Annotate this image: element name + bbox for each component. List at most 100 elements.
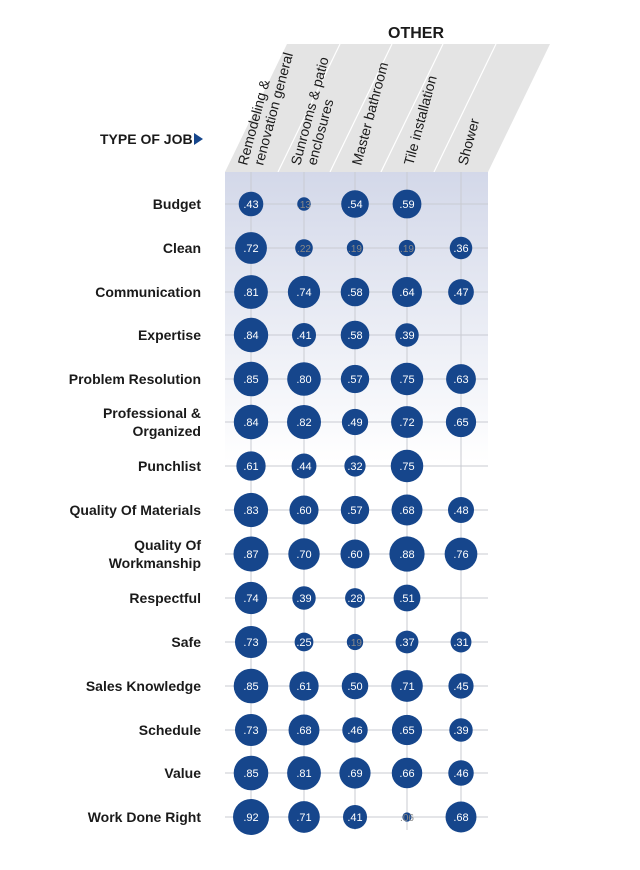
bubble xyxy=(449,236,473,260)
bubble xyxy=(391,670,423,702)
bubble xyxy=(233,755,269,791)
type-of-job-label-group: TYPE OF JOB xyxy=(100,131,203,147)
bubble xyxy=(448,279,474,305)
bubble xyxy=(445,406,477,438)
bubble-value: .50 xyxy=(347,681,362,693)
row-label: Communication xyxy=(95,284,201,300)
bubble xyxy=(340,320,370,350)
bubble-value: .73 xyxy=(243,725,258,737)
bubble-value: .57 xyxy=(347,505,362,517)
bubble-value: .69 xyxy=(347,768,362,780)
bubble-value: .39 xyxy=(399,330,414,342)
header-divider xyxy=(329,43,393,173)
header-divider xyxy=(380,43,444,173)
bubble-value: .87 xyxy=(243,549,258,561)
row-label: Respectful xyxy=(129,590,201,606)
bubble xyxy=(233,799,269,835)
bubble-value: .25 xyxy=(296,637,311,649)
row-labels: Budget Clean Communication Expertise Problem… xyxy=(69,196,202,825)
row-label: Punchlist xyxy=(138,458,201,474)
bubble xyxy=(233,492,269,528)
bubble-value: .58 xyxy=(347,287,362,299)
bubble-value: .75 xyxy=(399,374,414,386)
bubble xyxy=(287,275,321,309)
bubble-value: .58 xyxy=(347,330,362,342)
bubble-value: .32 xyxy=(347,461,362,473)
bubble xyxy=(234,275,268,309)
bubble xyxy=(447,496,475,524)
bubble-value: .68 xyxy=(296,725,311,737)
bubble-value: .72 xyxy=(243,243,258,255)
bubble xyxy=(233,361,269,397)
right-arrow-icon xyxy=(194,133,203,145)
bubble xyxy=(288,538,320,570)
bubble xyxy=(398,239,416,257)
bubble-value: .73 xyxy=(243,637,258,649)
bubble xyxy=(292,586,316,610)
bubble-value: .65 xyxy=(399,725,414,737)
row-label: Work Done Right xyxy=(88,809,202,825)
row-label: Expertise xyxy=(138,327,201,343)
bubble xyxy=(342,804,368,830)
bubble xyxy=(449,718,473,742)
bubble-value: .64 xyxy=(399,287,414,299)
bubble xyxy=(446,364,476,394)
bubble xyxy=(392,189,422,219)
group-label: OTHER xyxy=(388,25,444,42)
bubble-value: .63 xyxy=(453,374,468,386)
bubble-value: .59 xyxy=(399,199,414,211)
bubble-value: .31 xyxy=(453,637,468,649)
bubble-value: .37 xyxy=(399,637,414,649)
bubble xyxy=(339,757,371,789)
bubble-value: .72 xyxy=(399,417,414,429)
bubble xyxy=(395,323,419,347)
bubble xyxy=(287,405,321,439)
bubble-value: .06 xyxy=(400,813,414,824)
bubble-value: .74 xyxy=(243,593,258,605)
bubble-value: .85 xyxy=(243,374,258,386)
bubble-value: .60 xyxy=(347,549,362,561)
bubble xyxy=(444,537,478,571)
bubble-value: .48 xyxy=(453,505,468,517)
bubble xyxy=(291,453,317,479)
bubble-value: .54 xyxy=(347,199,362,211)
bubble xyxy=(233,404,269,440)
bubble-value: .85 xyxy=(243,681,258,693)
bubble-value: .46 xyxy=(453,768,468,780)
bubble-value: .19 xyxy=(400,244,414,255)
bubble-value: .71 xyxy=(296,812,311,824)
bubble xyxy=(340,364,370,394)
bubble-value: .88 xyxy=(399,549,414,561)
header-divider xyxy=(433,43,497,173)
bubble xyxy=(288,801,320,833)
bubble-value: .85 xyxy=(243,768,258,780)
bubble-value: .13 xyxy=(297,200,311,211)
bubble-value: .57 xyxy=(347,374,362,386)
bubble-value: .61 xyxy=(243,461,258,473)
bubble-value: .76 xyxy=(453,549,468,561)
bubble-value: .44 xyxy=(296,461,311,473)
bubble xyxy=(395,630,419,654)
bubble-value: .83 xyxy=(243,505,258,517)
row-label: Safe xyxy=(171,634,201,650)
bubble-value: .47 xyxy=(453,287,468,299)
bubble-value: .22 xyxy=(297,244,311,255)
bubble-value: .60 xyxy=(296,505,311,517)
bubble-value: .65 xyxy=(453,417,468,429)
type-of-job-label: TYPE OF JOB xyxy=(100,131,193,147)
bubble xyxy=(238,191,264,217)
row-label: Professional & xyxy=(103,405,201,421)
row-label: Workmanship xyxy=(109,555,201,571)
bubble xyxy=(297,197,311,211)
bubble xyxy=(341,408,369,436)
bubble-value: .75 xyxy=(399,461,414,473)
row-label: Organized xyxy=(133,423,201,439)
bubble xyxy=(233,668,269,704)
bubble xyxy=(341,190,369,218)
bubble xyxy=(289,671,319,701)
bubble-value: .36 xyxy=(453,243,468,255)
bubble xyxy=(236,451,266,481)
bubble xyxy=(340,495,370,525)
bubble xyxy=(450,631,472,653)
